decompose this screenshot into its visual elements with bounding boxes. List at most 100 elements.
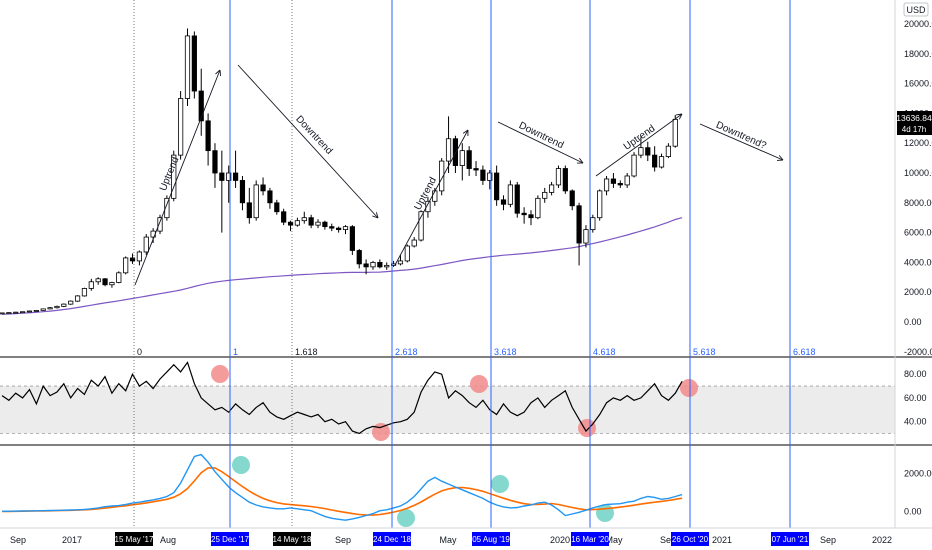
candle[interactable]: [590, 214, 596, 233]
candle[interactable]: [521, 207, 527, 224]
candle[interactable]: [308, 214, 314, 229]
candle[interactable]: [500, 195, 507, 211]
candle[interactable]: [74, 295, 81, 302]
candle[interactable]: [329, 223, 335, 232]
candle[interactable]: [301, 211, 307, 224]
candle[interactable]: [219, 150, 225, 233]
candle[interactable]: [246, 187, 252, 224]
candle[interactable]: [315, 219, 321, 229]
candle[interactable]: [260, 177, 266, 196]
candle[interactable]: [322, 220, 328, 230]
candle[interactable]: [136, 250, 142, 266]
candle[interactable]: [363, 259, 369, 275]
candle[interactable]: [54, 305, 60, 309]
candle[interactable]: [232, 150, 239, 188]
candle[interactable]: [542, 187, 548, 203]
candle[interactable]: [143, 234, 149, 255]
candle[interactable]: [116, 271, 122, 284]
price-panel[interactable]: [0, 28, 932, 358]
candle[interactable]: [342, 225, 349, 235]
candle[interactable]: [549, 181, 555, 196]
candle[interactable]: [665, 143, 671, 159]
macd-panel[interactable]: [1, 453, 683, 527]
candle[interactable]: [631, 152, 637, 178]
candle[interactable]: [411, 237, 417, 248]
candle[interactable]: [184, 28, 191, 106]
x-axis[interactable]: Sep 2017 Aug Sep May 2020 May Sep 2021 Sep 2022 15 …: [0, 527, 932, 546]
candle[interactable]: [20, 311, 26, 314]
candle[interactable]: [239, 175, 246, 211]
candle[interactable]: [349, 225, 355, 255]
candle[interactable]: [555, 165, 562, 188]
candle[interactable]: [480, 165, 486, 185]
candle[interactable]: [397, 254, 404, 266]
candle[interactable]: [645, 141, 651, 162]
candle[interactable]: [253, 180, 259, 221]
candle[interactable]: [6, 312, 12, 315]
candle[interactable]: [13, 311, 19, 314]
candle[interactable]: [658, 153, 665, 169]
candle[interactable]: [171, 150, 177, 202]
candle[interactable]: [68, 300, 74, 305]
candle[interactable]: [198, 68, 204, 136]
y-axis[interactable]: 20000.0018000.0016000.0014000.0012000.00…: [894, 0, 932, 528]
candle[interactable]: [624, 173, 630, 188]
candle[interactable]: [274, 199, 280, 215]
candle[interactable]: [26, 310, 33, 313]
candle[interactable]: [356, 248, 362, 269]
candle[interactable]: [404, 244, 410, 263]
candle[interactable]: [123, 256, 129, 275]
candle[interactable]: [638, 137, 644, 159]
candle[interactable]: [336, 226, 342, 233]
candle[interactable]: [535, 195, 541, 220]
candle[interactable]: [47, 307, 53, 310]
candle[interactable]: [294, 217, 301, 227]
candle[interactable]: [191, 31, 197, 99]
candle[interactable]: [226, 165, 232, 203]
candle[interactable]: [597, 189, 603, 221]
candle[interactable]: [287, 220, 294, 232]
candle[interactable]: [459, 143, 465, 181]
candle[interactable]: [0, 312, 5, 315]
candle[interactable]: [33, 309, 39, 312]
candle[interactable]: [487, 170, 493, 190]
candle[interactable]: [418, 210, 424, 242]
candle[interactable]: [384, 262, 390, 270]
candle[interactable]: [576, 202, 582, 266]
candle[interactable]: [652, 146, 658, 172]
candle[interactable]: [569, 189, 575, 211]
candle[interactable]: [562, 165, 568, 194]
candle[interactable]: [102, 278, 108, 287]
candle[interactable]: [61, 303, 67, 308]
candle[interactable]: [212, 143, 218, 188]
candle[interactable]: [452, 135, 459, 173]
candle[interactable]: [617, 180, 623, 188]
candle[interactable]: [507, 180, 513, 208]
candle[interactable]: [390, 260, 397, 267]
candle[interactable]: [528, 210, 534, 226]
candle[interactable]: [109, 281, 115, 288]
candle[interactable]: [514, 181, 520, 218]
candle[interactable]: [425, 196, 431, 218]
candle[interactable]: [178, 91, 184, 160]
candle[interactable]: [466, 146, 472, 176]
candle[interactable]: [583, 225, 589, 248]
candle[interactable]: [164, 195, 170, 221]
candle[interactable]: [445, 116, 452, 173]
rsi-panel[interactable]: [0, 361, 932, 446]
candle[interactable]: [370, 260, 376, 270]
candle[interactable]: [95, 277, 101, 285]
candle[interactable]: [439, 158, 445, 196]
candle[interactable]: [129, 253, 136, 264]
candle[interactable]: [610, 173, 617, 188]
candle[interactable]: [377, 259, 383, 269]
candle[interactable]: [157, 214, 163, 235]
candle[interactable]: [81, 287, 88, 297]
candle[interactable]: [603, 175, 610, 196]
candle[interactable]: [473, 161, 479, 176]
candle[interactable]: [40, 308, 46, 311]
candle[interactable]: [88, 278, 94, 291]
candle[interactable]: [205, 113, 211, 166]
candle[interactable]: [281, 208, 287, 226]
